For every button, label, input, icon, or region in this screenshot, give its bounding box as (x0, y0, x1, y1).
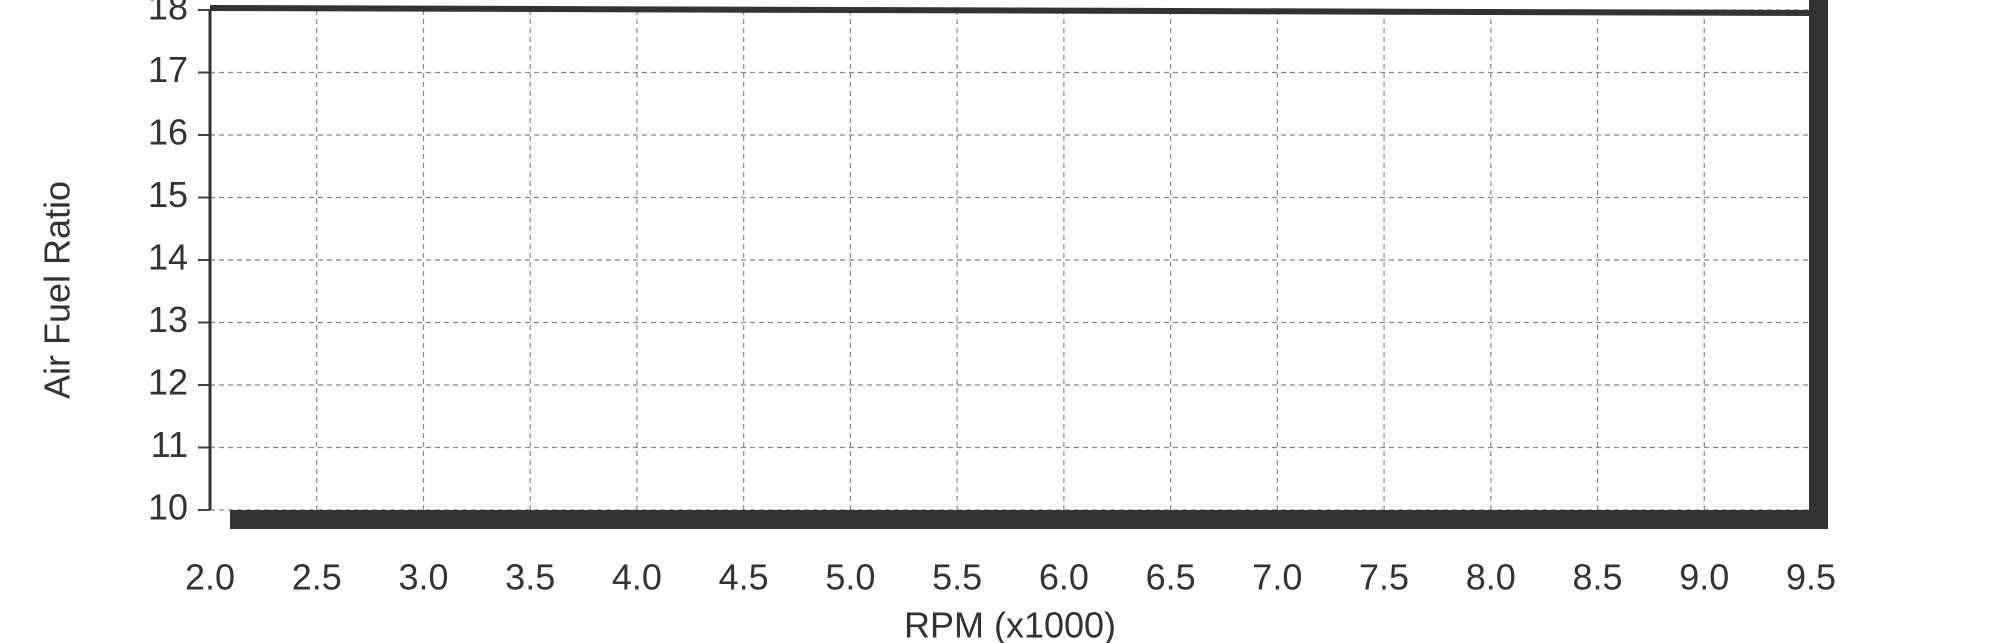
x-tick-label: 3.0 (398, 557, 448, 598)
x-tick-label: 7.0 (1252, 557, 1302, 598)
y-axis-label: Air Fuel Ratio (37, 181, 78, 399)
x-tick-label: 9.0 (1679, 557, 1729, 598)
y-tick-label: 16 (148, 112, 188, 153)
x-tick-label: 5.5 (932, 557, 982, 598)
y-tick-label: 15 (148, 174, 188, 215)
x-tick-label: 2.5 (292, 557, 342, 598)
x-tick-label: 4.5 (719, 557, 769, 598)
frame-right (1809, 0, 1828, 529)
y-tick-label: 18 (148, 0, 188, 28)
x-tick-label: 2.0 (185, 557, 235, 598)
frame-top (209, 5, 1812, 16)
frame-bottom (230, 510, 1827, 529)
x-tick-label: 9.5 (1786, 557, 1836, 598)
y-tick-label: 10 (148, 487, 188, 528)
y-tick-label: 12 (148, 362, 188, 403)
x-tick-label: 6.5 (1146, 557, 1196, 598)
y-tick-label: 11 (151, 424, 188, 465)
x-tick-label: 3.5 (505, 557, 555, 598)
x-tick-label: 8.0 (1466, 557, 1516, 598)
y-tick-label: 14 (148, 237, 188, 278)
x-tick-label: 4.0 (612, 557, 662, 598)
x-tick-label: 8.5 (1573, 557, 1623, 598)
x-axis-label: RPM (x1000) (904, 605, 1116, 643)
x-tick-label: 5.0 (825, 557, 875, 598)
y-tick-label: 17 (148, 49, 188, 90)
x-tick-label: 7.5 (1359, 557, 1409, 598)
y-tick-label: 13 (148, 299, 188, 340)
x-tick-label: 6.0 (1039, 557, 1089, 598)
